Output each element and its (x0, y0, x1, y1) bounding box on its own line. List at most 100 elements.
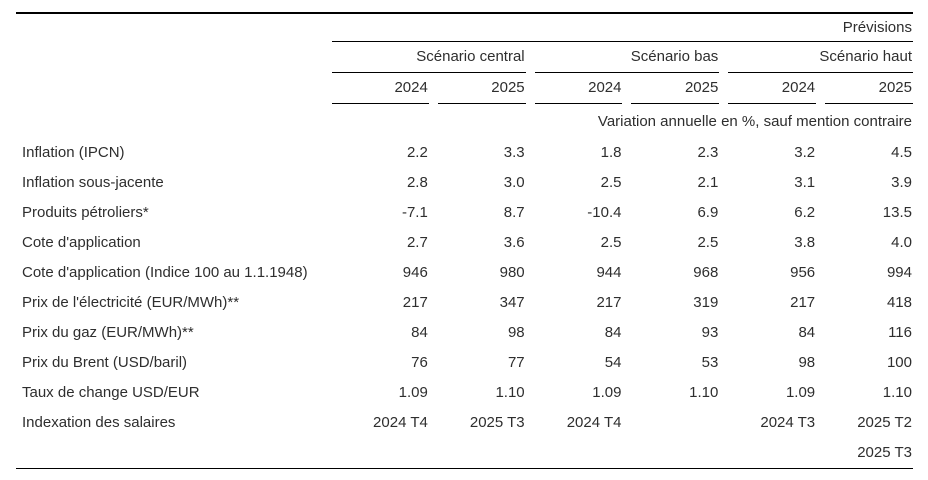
row-label: Prix de l'électricité (EUR/MWh)** (22, 294, 240, 311)
table-cell: 2.3 (697, 144, 719, 161)
year-label: 2025 (825, 78, 913, 104)
group-label-bas: Scénario bas (534, 47, 720, 73)
table-body: Inflation (IPCN) 2.2 3.3 1.8 2.3 3.2 4.5… (16, 138, 913, 469)
table-cell: 13.5 (882, 204, 912, 221)
table-cell: 2.5 (600, 174, 622, 191)
table-cell: 1.09 (398, 384, 428, 401)
table-cell: 217 (790, 294, 816, 311)
group-label-haut: Scénario haut (728, 47, 913, 73)
table-cell: 3.6 (503, 234, 525, 251)
table-cell: 944 (596, 264, 622, 281)
table-cell: 98 (507, 324, 525, 341)
table-cell: 116 (888, 324, 912, 341)
table-cell (526, 438, 623, 469)
table-row-indexation-salaires: Indexation des salaires 2024 T4 2025 T3 … (16, 408, 913, 438)
group-cell-central: Scénario central (332, 42, 526, 73)
table-cell: 54 (604, 354, 622, 371)
table-cell: 84 (798, 324, 816, 341)
row-label (16, 438, 332, 469)
table-cell (429, 438, 526, 469)
table-row-cote-application: Cote d'application 2.7 3.6 2.5 2.5 3.8 4… (16, 228, 913, 258)
table-cell: 53 (701, 354, 719, 371)
year-cell: 2025 (622, 73, 720, 104)
table-row-prix-brent: Prix du Brent (USD/baril) 76 77 54 53 98… (16, 348, 913, 378)
year-cell: 2025 (429, 73, 526, 104)
table-cell: 217 (402, 294, 428, 311)
previsions-row: Prévisions (16, 13, 913, 42)
table-row-prix-gaz: Prix du gaz (EUR/MWh)** 84 98 84 93 84 1… (16, 318, 913, 348)
previsions-label: Prévisions (332, 13, 913, 42)
year-cell: 2024 (526, 73, 623, 104)
table-cell: 2.2 (406, 144, 428, 161)
unit-note: Variation annuelle en %, sauf mention co… (597, 113, 912, 130)
table-cell: 3.1 (794, 174, 816, 191)
table-row-inflation-ipcn: Inflation (IPCN) 2.2 3.3 1.8 2.3 3.2 4.5 (16, 138, 913, 168)
group-cell-bas: Scénario bas (526, 42, 720, 73)
year-label: 2024 (332, 78, 429, 104)
table-cell (622, 408, 719, 438)
table-cell: 1.10 (495, 384, 525, 401)
table-cell: 93 (701, 324, 719, 341)
group-label-central: Scénario central (332, 47, 526, 73)
table-header: Prévisions Scénario central Scénario bas… (16, 13, 913, 138)
row-label: Indexation des salaires (22, 414, 176, 431)
table-cell: 3.3 (503, 144, 525, 161)
table-cell: -10.4 (587, 204, 622, 221)
table-cell (332, 438, 429, 469)
table-cell: 2.8 (406, 174, 428, 191)
table-cell: 347 (499, 294, 525, 311)
table-cell: 3.2 (794, 144, 816, 161)
table-cell: -7.1 (401, 204, 428, 221)
year-header-row: 2024 2025 2024 2025 2024 2025 (16, 73, 913, 104)
table-cell: 1.10 (882, 384, 912, 401)
table-cell: 994 (886, 264, 912, 281)
table-cell: 3.0 (503, 174, 525, 191)
table-cell: 217 (596, 294, 622, 311)
header-spacer (16, 42, 332, 74)
table-cell: 84 (411, 324, 428, 341)
table-cell: 6.2 (794, 204, 816, 221)
table-cell: 980 (499, 264, 525, 281)
table-row-cote-application-indice: Cote d'application (Indice 100 au 1.1.19… (16, 258, 913, 288)
table-cell: 956 (790, 264, 816, 281)
table-cell: 4.5 (891, 144, 912, 161)
table-cell: 1.09 (592, 384, 622, 401)
table-cell: 2024 T4 (373, 414, 428, 431)
year-label: 2025 (631, 78, 720, 104)
table-cell: 418 (886, 294, 912, 311)
table-cell: 2024 T4 (566, 414, 622, 431)
table-cell: 3.9 (891, 174, 912, 191)
table-cell: 77 (507, 354, 525, 371)
table-cell: 2.5 (697, 234, 719, 251)
table-cell: 6.9 (697, 204, 719, 221)
row-label: Taux de change USD/EUR (22, 384, 200, 401)
year-label: 2024 (728, 78, 817, 104)
table-cell (719, 438, 816, 469)
table-cell: 4.0 (891, 234, 912, 251)
year-cell: 2024 (332, 73, 429, 104)
group-cell-haut: Scénario haut (719, 42, 913, 73)
table-cell: 8.7 (503, 204, 525, 221)
table-cell: 1.10 (689, 384, 719, 401)
year-label: 2025 (437, 78, 526, 104)
table-cell: 1.8 (600, 144, 622, 161)
table-cell: 3.8 (794, 234, 816, 251)
table-cell: 2024 T3 (760, 414, 816, 431)
table-cell: 2025 T3 (469, 414, 525, 431)
table-cell: 1.09 (785, 384, 816, 401)
row-label: Inflation sous-jacente (22, 174, 164, 191)
row-label: Inflation (IPCN) (22, 144, 125, 161)
table-cell (622, 438, 719, 469)
year-label: 2024 (534, 78, 623, 104)
unit-note-row: Variation annuelle en %, sauf mention co… (16, 104, 913, 138)
row-label: Prix du Brent (USD/baril) (22, 354, 188, 371)
table-cell: 319 (693, 294, 719, 311)
row-label: Cote d'application (22, 234, 141, 251)
table-cell: 2025 T3 (857, 444, 912, 461)
table-cell: 946 (402, 264, 428, 281)
table-row-taux-change: Taux de change USD/EUR 1.09 1.10 1.09 1.… (16, 378, 913, 408)
table-row-prix-electricite: Prix de l'électricité (EUR/MWh)** 217 34… (16, 288, 913, 318)
header-spacer (16, 13, 332, 42)
table-cell: 968 (693, 264, 719, 281)
